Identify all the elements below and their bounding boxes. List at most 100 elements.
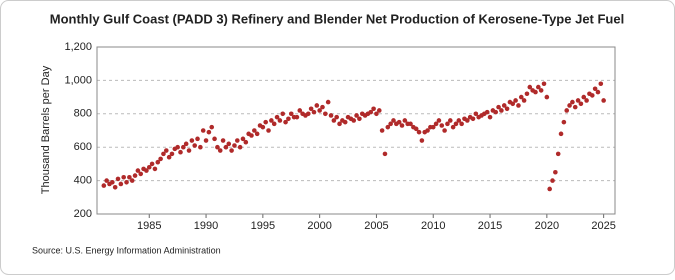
point <box>550 178 555 183</box>
point <box>189 138 195 143</box>
point <box>175 144 180 150</box>
x-tick-label: 1990 <box>194 220 218 232</box>
point <box>206 129 212 135</box>
point <box>124 179 129 185</box>
point <box>354 113 359 118</box>
point <box>280 111 286 117</box>
point <box>544 94 550 100</box>
point <box>331 118 337 123</box>
point <box>445 121 450 127</box>
x-tick-label: 1995 <box>251 220 275 232</box>
point <box>155 159 161 165</box>
point <box>487 114 493 120</box>
point <box>121 174 126 180</box>
point <box>456 118 462 123</box>
point <box>570 99 575 105</box>
point <box>294 114 300 120</box>
point <box>192 143 197 148</box>
point <box>112 184 118 190</box>
point <box>215 144 220 150</box>
point <box>320 104 325 110</box>
point <box>323 111 328 117</box>
point <box>127 174 132 180</box>
point <box>433 121 439 127</box>
point <box>166 154 172 160</box>
point <box>240 136 246 142</box>
x-tick-label: 2010 <box>421 220 445 232</box>
point <box>598 81 604 87</box>
point <box>317 108 322 113</box>
point <box>149 161 155 167</box>
point <box>181 144 186 150</box>
point <box>297 108 303 113</box>
point <box>439 123 445 128</box>
point <box>496 104 501 110</box>
point <box>146 164 152 170</box>
point <box>533 89 538 95</box>
point <box>311 109 317 115</box>
point <box>104 178 109 183</box>
point <box>473 111 479 117</box>
y-tick-label: 200 <box>74 208 92 220</box>
point <box>553 169 558 175</box>
x-tick-label: 1985 <box>137 220 161 232</box>
point <box>436 118 442 123</box>
y-axis-label: Thousand Barrels per Day <box>40 65 52 194</box>
point <box>413 126 419 132</box>
point <box>357 116 362 122</box>
point <box>589 93 595 98</box>
point <box>252 128 257 133</box>
point <box>232 143 237 148</box>
point <box>325 99 331 105</box>
point <box>510 101 516 107</box>
point <box>169 151 175 157</box>
point <box>266 128 271 133</box>
point <box>277 118 283 123</box>
point <box>351 118 357 123</box>
point <box>459 121 464 127</box>
point <box>161 151 166 157</box>
point <box>499 108 504 113</box>
point <box>536 84 541 90</box>
y-tick-label: 1,200 <box>64 41 92 53</box>
point <box>399 123 405 128</box>
point <box>101 183 107 188</box>
point <box>595 89 601 95</box>
point <box>198 144 203 150</box>
point <box>447 118 453 123</box>
point <box>260 124 266 130</box>
point <box>379 128 385 133</box>
x-tick-label: 2015 <box>478 220 502 232</box>
point <box>493 109 499 115</box>
point <box>263 119 268 125</box>
point <box>567 103 572 108</box>
point <box>371 106 376 112</box>
point <box>470 116 476 122</box>
point <box>578 101 584 107</box>
point <box>581 94 587 100</box>
point <box>501 103 507 108</box>
point <box>195 136 200 142</box>
point <box>391 118 396 123</box>
point <box>374 111 379 117</box>
point <box>288 111 294 117</box>
point <box>110 179 115 185</box>
point <box>328 113 334 118</box>
point <box>274 114 280 120</box>
y-tick-label: 400 <box>74 175 92 187</box>
point <box>269 118 274 123</box>
point <box>200 128 206 133</box>
point <box>430 124 436 130</box>
point <box>115 176 121 182</box>
point <box>547 186 552 192</box>
point <box>226 141 232 147</box>
point <box>283 119 288 125</box>
point <box>249 133 254 138</box>
point <box>163 148 169 153</box>
point <box>220 138 226 143</box>
point <box>212 136 217 142</box>
point <box>144 168 149 173</box>
point <box>334 114 339 120</box>
